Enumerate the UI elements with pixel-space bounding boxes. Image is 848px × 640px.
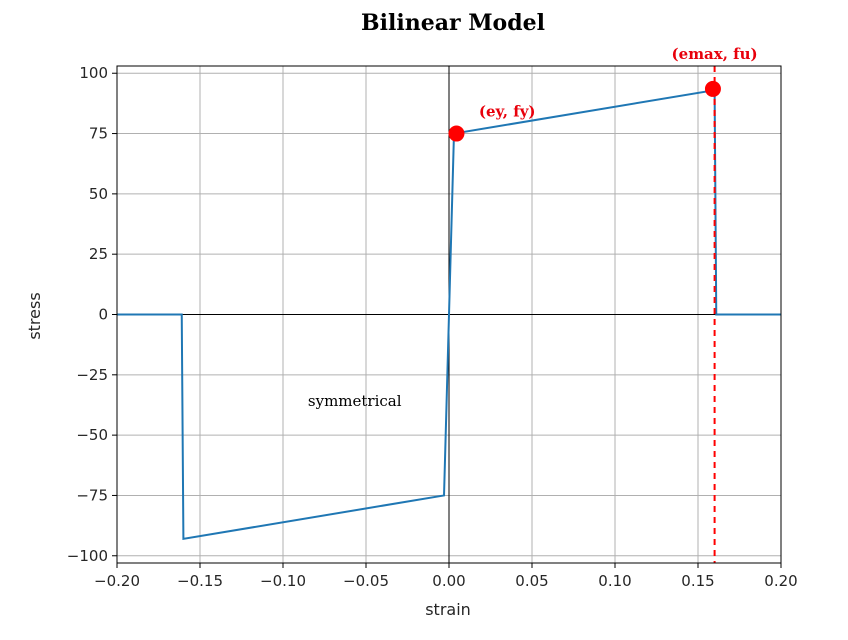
- y-ticks: 100 75 50 25 0 −25 −50 −75 −100: [67, 64, 117, 565]
- series-layer: [117, 88, 781, 541]
- x-tick-label-1: −0.15: [177, 572, 223, 590]
- y-tick-label-1: 75: [89, 125, 108, 143]
- y-tick-label-5: −25: [76, 366, 108, 384]
- y-tick-label-0: 100: [79, 64, 108, 82]
- x-ticks: −0.20 −0.15 −0.10 −0.05 0.00 0.05 0.10 0.15 0.20: [94, 563, 798, 590]
- y-tick-label-6: −50: [76, 426, 108, 444]
- marker-point-1: [704, 80, 721, 97]
- point-layer: [448, 80, 721, 142]
- x-tick-label-0: −0.20: [94, 572, 140, 590]
- y-tick-label-8: −100: [67, 547, 108, 565]
- annotations: (ey, fy) (emax, fu) symmetrical: [308, 45, 758, 410]
- series-line-0: [117, 88, 781, 541]
- annotation-1: (emax, fu): [672, 45, 758, 63]
- annotation-0: (ey, fy): [479, 103, 536, 121]
- y-axis-label: stress: [25, 292, 44, 339]
- y-tick-label-7: −75: [76, 486, 108, 504]
- x-tick-label-3: −0.05: [343, 572, 389, 590]
- x-tick-label-6: 0.10: [598, 572, 631, 590]
- marker-point-0: [448, 125, 465, 142]
- x-tick-label-2: −0.10: [260, 572, 306, 590]
- x-tick-label-4: 0.00: [432, 572, 465, 590]
- annotation-2: symmetrical: [308, 392, 402, 410]
- x-tick-label-8: 0.20: [764, 572, 797, 590]
- x-tick-label-7: 0.15: [681, 572, 714, 590]
- y-tick-label-3: 25: [89, 245, 108, 263]
- x-axis-label: strain: [425, 600, 471, 619]
- y-tick-label-4: 0: [98, 306, 108, 324]
- chart-title: Bilinear Model: [361, 10, 545, 36]
- y-tick-label-2: 50: [89, 185, 108, 203]
- x-tick-label-5: 0.05: [515, 572, 548, 590]
